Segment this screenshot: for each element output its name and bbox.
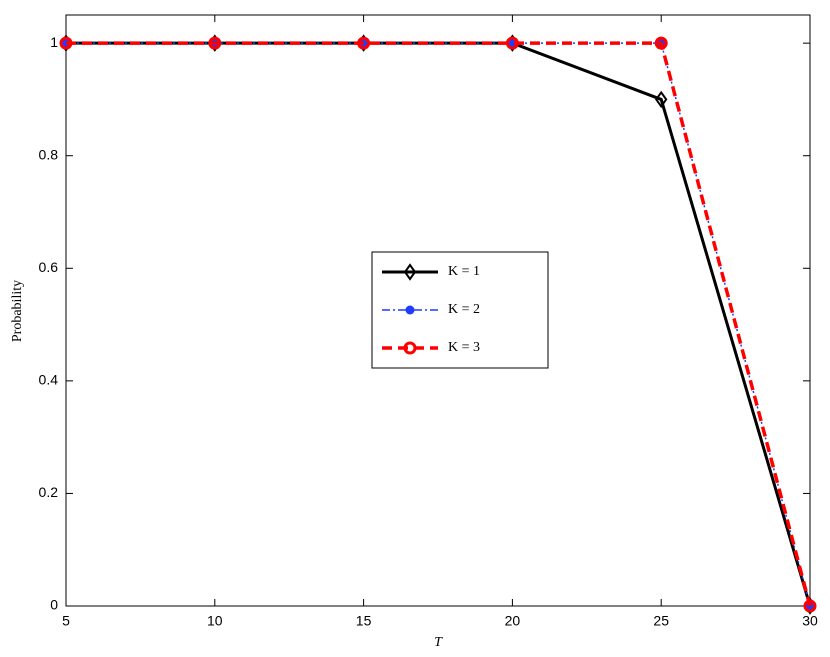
x-tick-label: 20 (505, 613, 521, 629)
x-tick-label: 5 (62, 613, 70, 629)
y-tick-label: 0.2 (39, 484, 59, 500)
x-tick-label: 25 (653, 613, 669, 629)
marker (505, 36, 519, 50)
marker (507, 38, 517, 48)
marker (59, 36, 73, 50)
y-tick-label: 1 (50, 34, 58, 50)
y-tick-label: 0 (50, 597, 58, 613)
legend-label: K = 1 (448, 264, 480, 279)
series-line (66, 41, 812, 607)
y-tick-label: 0.4 (39, 372, 59, 388)
x-tick-label: 10 (207, 613, 223, 629)
y-axis-label: Probability (10, 280, 25, 342)
marker (405, 305, 415, 315)
x-axis-label: T (434, 635, 443, 650)
marker (403, 341, 417, 355)
marker (654, 36, 668, 50)
marker (208, 36, 222, 50)
legend-label: K = 2 (448, 302, 480, 317)
legend-label: K = 3 (448, 340, 480, 355)
x-tick-label: 30 (802, 613, 818, 629)
marker (403, 263, 417, 281)
marker (357, 36, 371, 50)
marker (803, 599, 817, 613)
x-tick-label: 15 (356, 613, 372, 629)
plot-frame (65, 14, 811, 607)
y-tick-label: 0.6 (39, 259, 59, 275)
marker (654, 90, 668, 109)
y-tick-label: 0.8 (39, 146, 59, 162)
